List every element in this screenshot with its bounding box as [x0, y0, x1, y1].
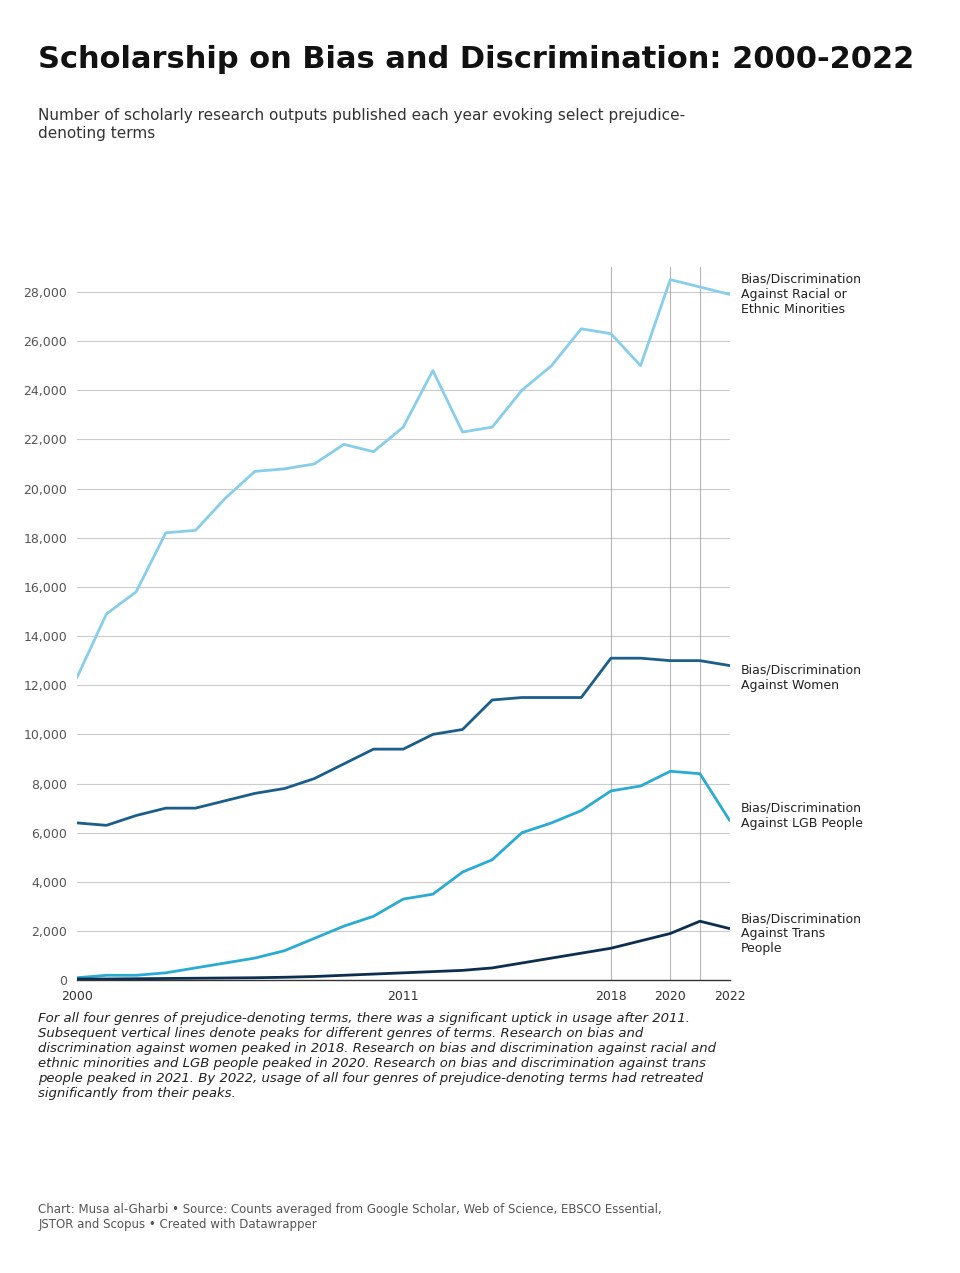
- Text: Scholarship on Bias and Discrimination: 2000-2022: Scholarship on Bias and Discrimination: …: [38, 45, 915, 74]
- Text: For all four genres of prejudice-denoting terms, there was a significant uptick : For all four genres of prejudice-denotin…: [38, 1012, 716, 1100]
- Text: Number of scholarly research outputs published each year evoking select prejudic: Number of scholarly research outputs pub…: [38, 108, 685, 140]
- Text: Bias/Discrimination
Against Racial or
Ethnic Minorities: Bias/Discrimination Against Racial or Et…: [741, 272, 862, 316]
- Text: Bias/Discrimination
Against Trans
People: Bias/Discrimination Against Trans People: [741, 911, 862, 955]
- Text: Chart: Musa al-Gharbi • Source: Counts averaged from Google Scholar, Web of Scie: Chart: Musa al-Gharbi • Source: Counts a…: [38, 1203, 662, 1231]
- Text: Bias/Discrimination
Against Women: Bias/Discrimination Against Women: [741, 663, 862, 691]
- Text: Bias/Discrimination
Against LGB People: Bias/Discrimination Against LGB People: [741, 802, 863, 830]
